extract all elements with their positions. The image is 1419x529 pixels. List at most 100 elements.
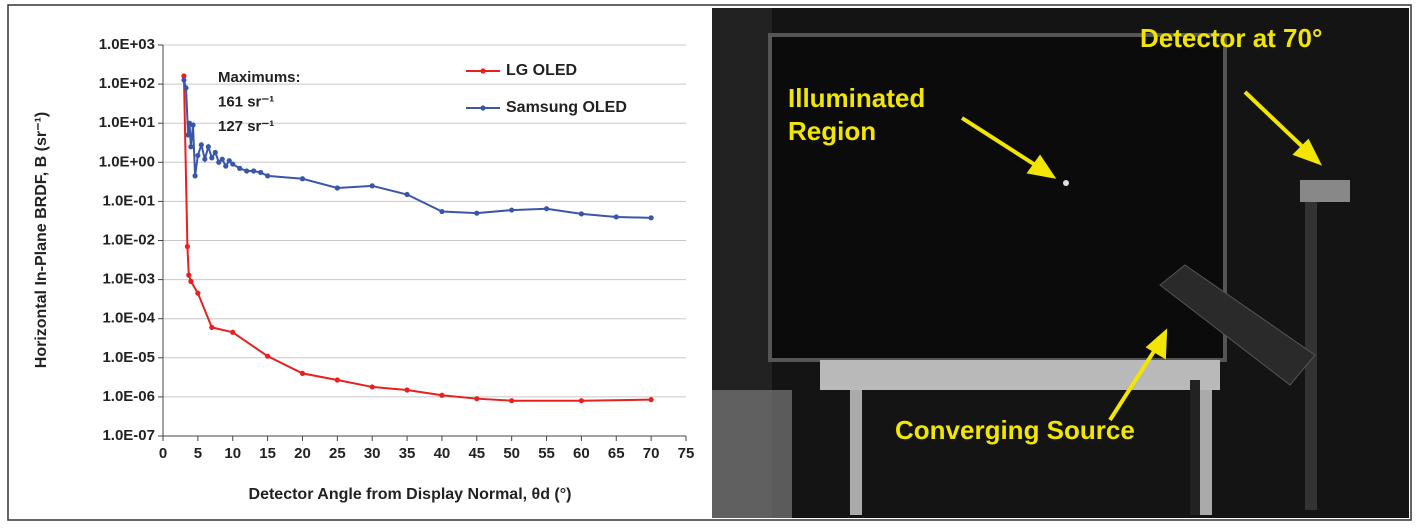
y-tick-label: 1.0E+01 (99, 114, 155, 131)
arrow-head (1145, 328, 1168, 360)
point (334, 377, 340, 383)
x-tick-label: 20 (294, 445, 311, 462)
point (209, 324, 215, 330)
detector-post (1305, 190, 1317, 510)
x-tick-label: 10 (224, 445, 241, 462)
point (648, 215, 654, 221)
detector (1300, 180, 1350, 202)
x-tick-label: 55 (538, 445, 555, 462)
point (299, 176, 306, 182)
arrow-head (1292, 138, 1323, 166)
point (439, 208, 445, 215)
y-axis-label: Horizontal In-Plane BRDF, B (sr⁻¹) (33, 112, 50, 368)
legend-marker (480, 68, 486, 74)
spot (1063, 180, 1069, 186)
x-axis-label: Detector Angle from Display Normal, θd (… (249, 486, 572, 503)
point (223, 163, 229, 169)
x-tick-label: 35 (399, 445, 416, 462)
point (509, 207, 515, 213)
photo-label: Illuminated (788, 83, 925, 113)
y-tick-label: 1.0E-05 (102, 349, 155, 366)
x-tick-label: 40 (434, 445, 451, 462)
photo-label: Region (788, 116, 876, 146)
point (439, 392, 445, 398)
x-tick-label: 60 (573, 445, 590, 462)
point (216, 159, 222, 165)
point (474, 210, 480, 216)
y-tick-label: 1.0E-01 (102, 192, 155, 209)
photo-label: Converging Source (895, 415, 1135, 445)
x-tick-label: 50 (503, 445, 520, 462)
point (183, 85, 189, 91)
point (369, 384, 375, 390)
point (244, 168, 250, 174)
y-tick-label: 1.0E-07 (102, 427, 155, 444)
photo-label: Detector at 70° (1140, 23, 1322, 53)
point (202, 156, 208, 162)
point (192, 173, 198, 179)
point (369, 183, 375, 189)
arrow (1243, 90, 1310, 154)
y-tick-label: 1.0E+02 (99, 75, 155, 92)
point (543, 206, 550, 212)
arrow (960, 116, 1042, 170)
point (230, 329, 236, 335)
point (181, 77, 187, 83)
point (265, 173, 271, 179)
arrow (1108, 343, 1160, 422)
annotation: 161 sr⁻¹ (218, 93, 274, 110)
point (474, 396, 480, 402)
x-tick-label: 65 (608, 445, 625, 462)
point (299, 370, 306, 376)
point (188, 278, 194, 284)
y-tick-label: 1.0E-02 (102, 231, 155, 248)
point (195, 290, 201, 296)
point (181, 73, 187, 79)
rail (712, 390, 792, 518)
stand-leg (1200, 390, 1212, 515)
point (265, 353, 271, 359)
point (205, 144, 211, 150)
point (648, 397, 654, 403)
point (198, 142, 204, 148)
source-post (1190, 380, 1200, 515)
chart: Detector Angle from Display Normal, θd (… (33, 36, 694, 503)
x-tick-label: 70 (643, 445, 660, 462)
point (219, 156, 225, 162)
point (578, 211, 585, 217)
point (226, 158, 232, 164)
legend-marker (480, 105, 486, 111)
point (188, 144, 194, 150)
point (251, 168, 257, 174)
point (195, 152, 201, 159)
point (404, 387, 410, 393)
annotation: Maximums: (218, 69, 301, 86)
x-tick-label: 45 (468, 445, 485, 462)
point (212, 149, 218, 155)
x-tick-label: 25 (329, 445, 346, 462)
source (1159, 264, 1316, 386)
legend-label: LG OLED (506, 62, 577, 79)
photo: Illuminated Region Detector at 70° Conve… (712, 8, 1409, 518)
x-tick-label: 5 (194, 445, 202, 462)
point (509, 398, 515, 404)
y-tick-label: 1.0E-03 (102, 271, 155, 288)
point (230, 161, 236, 167)
arrow-head (1026, 154, 1057, 179)
display (768, 33, 1227, 362)
point (578, 398, 585, 404)
x-tick-label: 0 (159, 445, 167, 462)
y-tick-label: 1.0E-06 (102, 388, 155, 405)
point (237, 165, 243, 171)
point (258, 169, 264, 176)
point (185, 132, 191, 138)
point (186, 272, 192, 278)
point (190, 122, 196, 128)
x-tick-label: 15 (259, 445, 276, 462)
stand (820, 360, 1220, 390)
legend-label: Samsung OLED (506, 99, 627, 116)
point (404, 191, 410, 198)
stand-leg (850, 390, 862, 515)
y-tick-label: 1.0E-04 (102, 310, 155, 327)
